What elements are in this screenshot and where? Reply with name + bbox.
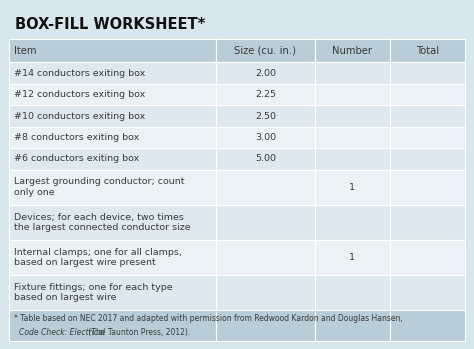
Bar xyxy=(315,148,390,170)
Bar xyxy=(315,62,390,84)
Bar xyxy=(315,240,390,275)
Text: 5.00: 5.00 xyxy=(255,154,276,163)
Text: 2.50: 2.50 xyxy=(255,112,276,120)
Bar xyxy=(217,275,315,310)
Bar xyxy=(390,39,465,62)
Bar xyxy=(9,275,217,310)
Text: * Table based on NEC 2017 and adapted with permission from Redwood Kardon and Do: * Table based on NEC 2017 and adapted wi… xyxy=(14,314,403,323)
Bar xyxy=(390,148,465,170)
Bar xyxy=(315,105,390,127)
Text: Internal clamps; one for all clamps,
based on largest wire present: Internal clamps; one for all clamps, bas… xyxy=(14,248,182,267)
Bar xyxy=(217,310,315,341)
Text: 3.00: 3.00 xyxy=(255,133,276,142)
Bar xyxy=(390,240,465,275)
Bar xyxy=(9,240,217,275)
Bar xyxy=(217,205,315,240)
Bar xyxy=(217,84,315,105)
Bar xyxy=(315,127,390,148)
Bar xyxy=(9,62,217,84)
Bar xyxy=(9,205,217,240)
Text: 1: 1 xyxy=(349,253,355,262)
Bar xyxy=(390,275,465,310)
Text: #8 conductors exiting box: #8 conductors exiting box xyxy=(14,133,139,142)
Bar xyxy=(217,105,315,127)
Text: 1: 1 xyxy=(349,183,355,192)
Bar xyxy=(9,105,217,127)
Text: Number: Number xyxy=(332,46,372,56)
Bar xyxy=(390,310,465,341)
Bar xyxy=(217,148,315,170)
Bar xyxy=(9,84,217,105)
Text: Item: Item xyxy=(14,46,36,56)
Text: (The Taunton Press, 2012).: (The Taunton Press, 2012). xyxy=(86,328,190,337)
Bar xyxy=(315,205,390,240)
Bar xyxy=(315,39,390,62)
Bar xyxy=(390,127,465,148)
Text: #12 conductors exiting box: #12 conductors exiting box xyxy=(14,90,145,99)
Bar xyxy=(9,148,217,170)
Text: BOX-FILL WORKSHEET*: BOX-FILL WORKSHEET* xyxy=(15,17,205,32)
Bar xyxy=(390,62,465,84)
Bar xyxy=(217,170,315,205)
Text: #10 conductors exiting box: #10 conductors exiting box xyxy=(14,112,145,120)
Text: 2.00: 2.00 xyxy=(255,69,276,77)
Bar xyxy=(390,205,465,240)
Bar xyxy=(217,240,315,275)
Bar xyxy=(390,84,465,105)
Text: #6 conductors exiting box: #6 conductors exiting box xyxy=(14,154,139,163)
Bar xyxy=(315,84,390,105)
Bar xyxy=(315,310,390,341)
Bar xyxy=(390,170,465,205)
Bar xyxy=(9,8,465,39)
Bar xyxy=(9,310,217,341)
Text: Size (cu. in.): Size (cu. in.) xyxy=(235,46,297,56)
Bar xyxy=(9,39,217,62)
Text: Devices; for each device, two times
the largest connected conductor size: Devices; for each device, two times the … xyxy=(14,213,191,232)
Text: Fixture fittings; one for each type
based on largest wire: Fixture fittings; one for each type base… xyxy=(14,283,173,302)
Text: #14 conductors exiting box: #14 conductors exiting box xyxy=(14,69,145,77)
Bar xyxy=(217,127,315,148)
Text: Code Check: Electrical: Code Check: Electrical xyxy=(18,328,104,337)
Bar xyxy=(9,170,217,205)
Text: Total: Total xyxy=(416,46,439,56)
Bar xyxy=(217,62,315,84)
Bar xyxy=(315,275,390,310)
Bar xyxy=(217,39,315,62)
Bar xyxy=(315,170,390,205)
Text: 2.25: 2.25 xyxy=(255,90,276,99)
Text: Largest grounding conductor; count
only one: Largest grounding conductor; count only … xyxy=(14,178,184,197)
Bar xyxy=(390,105,465,127)
Bar xyxy=(9,127,217,148)
